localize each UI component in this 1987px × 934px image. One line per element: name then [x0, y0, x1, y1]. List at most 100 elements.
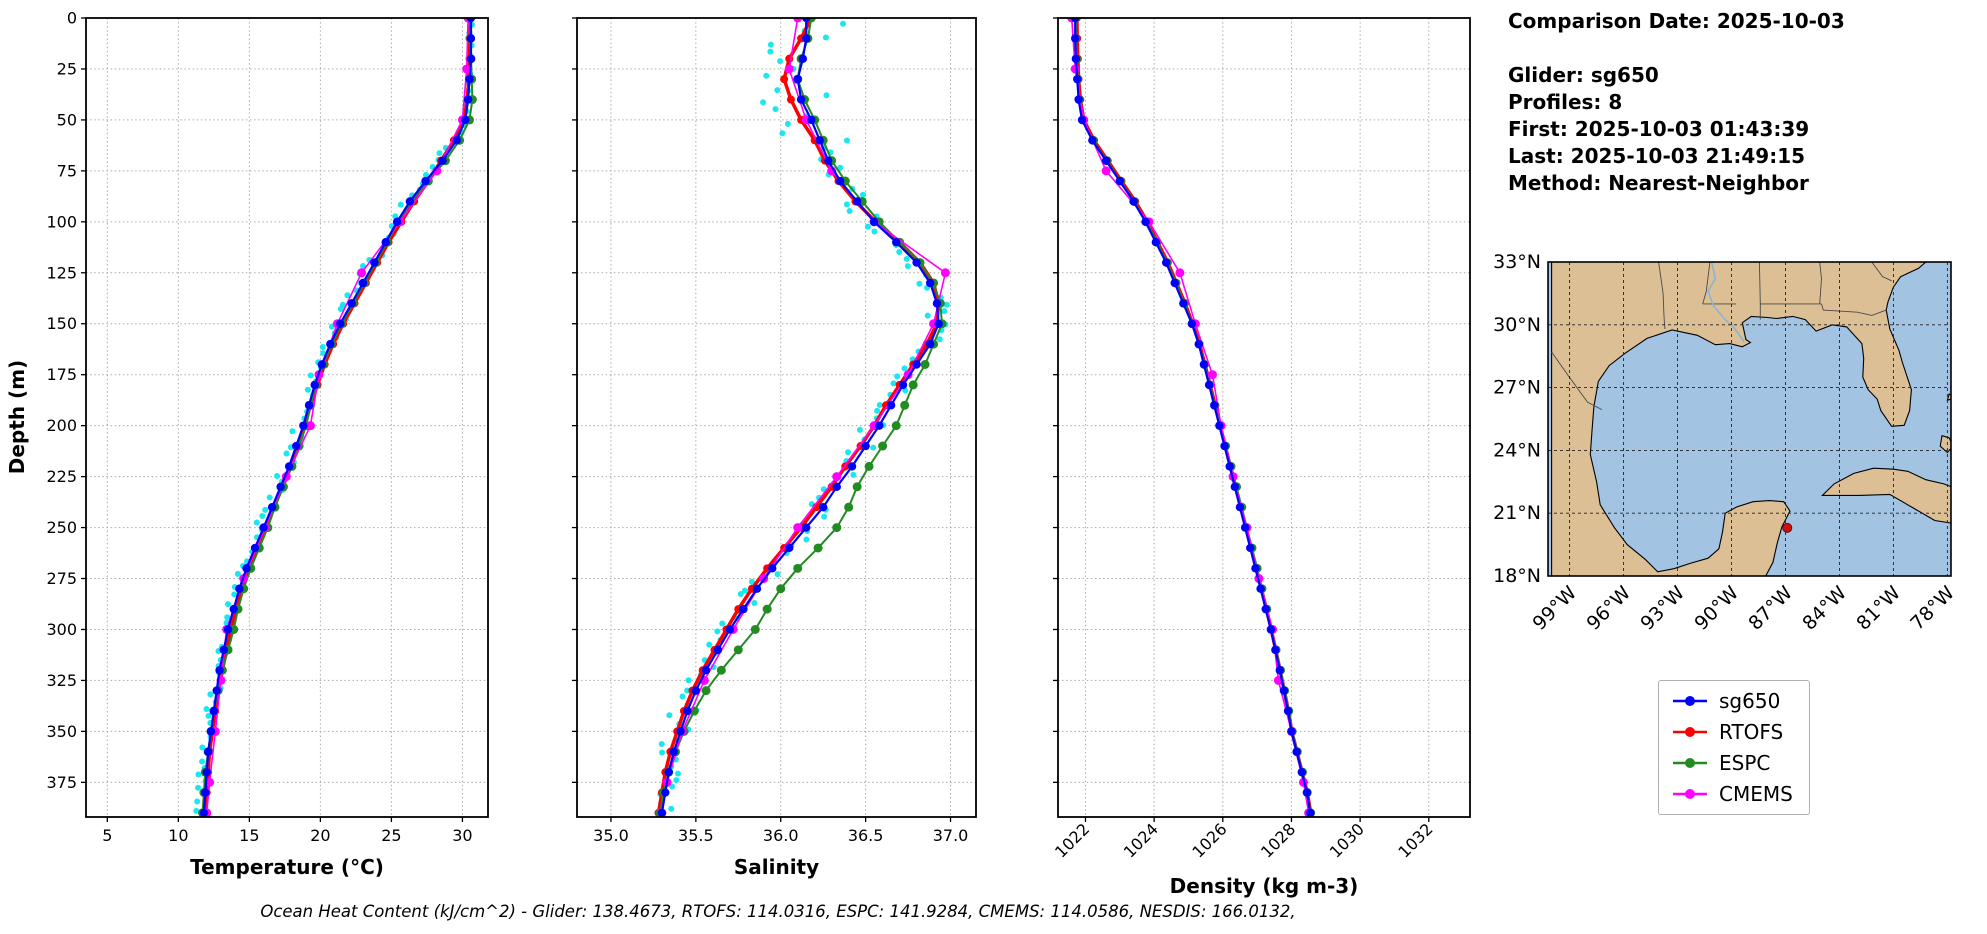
- plot-temperature: 5 10 15 20 25 3002550751001251501752002252502…: [46, 9, 489, 879]
- lon-label: 87°W: [1744, 582, 1797, 635]
- legend-label: sg650: [1719, 689, 1781, 713]
- state-border: [1551, 351, 1603, 411]
- lon-label: 96°W: [1582, 582, 1635, 635]
- legend-label: ESPC: [1719, 751, 1771, 775]
- series-ESPC-density: [1071, 18, 1316, 817]
- gulf-of-mexico-map: 33°N 30°N 27°N 24°N 21°N 18°N99°W 96°W 93°W 90°W…: [1493, 251, 1959, 635]
- svg-text:10: 10: [168, 826, 188, 845]
- lon-label: 99°W: [1528, 582, 1581, 635]
- legend-item-ESPC: ESPC: [1671, 751, 1793, 775]
- lat-label: 33°N: [1493, 251, 1541, 273]
- svg-text:25: 25: [57, 59, 77, 78]
- svg-text:350: 350: [46, 722, 77, 741]
- last-profile-time: Last: 2025-10-03 21:49:15: [1508, 144, 1806, 168]
- land-polygon-3: [1946, 392, 1951, 402]
- series-sg650-temperature: [199, 18, 476, 817]
- lon-label: 90°W: [1690, 582, 1743, 635]
- state-border: [1702, 262, 1711, 305]
- svg-text:1026: 1026: [1188, 819, 1230, 861]
- svg-text:50: 50: [57, 110, 77, 129]
- legend-marker-sg650: [1673, 696, 1707, 706]
- map-frame: [1547, 261, 1952, 577]
- legend-marker-ESPC: [1673, 758, 1707, 768]
- legend-marker-CMEMS: [1673, 789, 1707, 799]
- svg-text:20: 20: [310, 826, 330, 845]
- map-area: [1548, 262, 1951, 576]
- series-CMEMS-temperature: [202, 18, 473, 817]
- legend-item-CMEMS: CMEMS: [1671, 782, 1793, 806]
- state-border: [1819, 262, 1822, 304]
- glider-name: Glider: sg650: [1508, 63, 1659, 87]
- axis-title-density: Density (kg m-3): [1170, 874, 1359, 898]
- info-spacer: [1508, 35, 1845, 62]
- first-profile-time: First: 2025-10-03 01:43:39: [1508, 117, 1810, 141]
- lat-label: 24°N: [1493, 439, 1541, 461]
- land-polygon-1: [1821, 467, 1951, 524]
- ohc-caption: Ocean Heat Content (kJ/cm^2) - Glider: 1…: [260, 902, 1296, 921]
- svg-text:35.5: 35.5: [678, 826, 714, 845]
- svg-text:15: 15: [239, 826, 259, 845]
- grid-salinity: [577, 17, 976, 817]
- legend-item-sg650: sg650: [1671, 689, 1793, 713]
- svg-text:36.0: 36.0: [763, 826, 799, 845]
- lat-label: 21°N: [1493, 502, 1541, 524]
- land-polygon-2: [1939, 434, 1951, 454]
- comparison-date: Comparison Date: 2025-10-03: [1508, 9, 1845, 33]
- series-RTOFS-temperature: [201, 18, 474, 817]
- svg-text:1028: 1028: [1257, 819, 1299, 861]
- svg-text:36.5: 36.5: [848, 826, 884, 845]
- lat-label: 30°N: [1493, 314, 1541, 336]
- series-CMEMS-density: [1067, 18, 1314, 817]
- grid-temperature: [86, 17, 488, 817]
- series-ESPC-temperature: [197, 18, 477, 817]
- svg-text:100: 100: [46, 212, 77, 231]
- legend-marker-RTOFS: [1673, 727, 1707, 737]
- plot-salinity: 35.0 35.5 36.0 36.5 37.0 Salinity: [572, 17, 977, 879]
- svg-text:150: 150: [46, 314, 77, 333]
- lon-label: 78°W: [1906, 582, 1959, 635]
- svg-text:125: 125: [46, 263, 77, 282]
- legend-box: sg650 RTOFS ESPC CMEMS: [1658, 680, 1810, 815]
- glider-raw-scatter-temperature: [193, 18, 475, 814]
- svg-text:200: 200: [46, 416, 77, 435]
- legend-label: CMEMS: [1719, 782, 1793, 806]
- svg-text:75: 75: [57, 161, 77, 180]
- svg-text:37.0: 37.0: [933, 826, 969, 845]
- profiles-count: Profiles: 8: [1508, 90, 1623, 114]
- svg-text:1022: 1022: [1051, 819, 1093, 861]
- series-RTOFS-density: [1072, 18, 1315, 817]
- svg-text:35.0: 35.0: [593, 826, 629, 845]
- svg-text:0: 0: [67, 9, 77, 28]
- svg-text:1030: 1030: [1326, 819, 1368, 861]
- legend-item-RTOFS: RTOFS: [1671, 720, 1793, 744]
- series-ESPC-salinity: [655, 18, 947, 817]
- grid-density: [1058, 17, 1470, 817]
- svg-text:30: 30: [452, 826, 472, 845]
- lon-label: 93°W: [1636, 582, 1689, 635]
- series-sg650-salinity: [657, 18, 943, 817]
- svg-text:375: 375: [46, 773, 77, 792]
- river: [1707, 262, 1745, 342]
- depth-axis-label: Depth (m): [5, 360, 29, 474]
- svg-text:225: 225: [46, 467, 77, 486]
- lon-label: 81°W: [1852, 582, 1905, 635]
- axis-title-temperature: Temperature (°C): [190, 855, 384, 879]
- lat-label: 27°N: [1493, 377, 1541, 399]
- glider-raw-scatter-salinity: [657, 18, 950, 812]
- state-border: [1871, 262, 1892, 282]
- state-border: [1821, 303, 1887, 316]
- svg-text:1032: 1032: [1394, 819, 1436, 861]
- legend-label: RTOFS: [1719, 720, 1784, 744]
- info-panel: Comparison Date: 2025-10-03 Glider: sg65…: [1508, 8, 1845, 197]
- graticule: [1548, 262, 1951, 576]
- svg-text:5: 5: [102, 826, 112, 845]
- svg-text:325: 325: [46, 671, 77, 690]
- lat-label: 18°N: [1493, 565, 1541, 587]
- method: Method: Nearest-Neighbor: [1508, 171, 1809, 195]
- svg-text:1024: 1024: [1120, 819, 1162, 861]
- series-sg650-density: [1070, 18, 1315, 817]
- glider-position-dot: [1782, 522, 1793, 533]
- svg-text:175: 175: [46, 365, 77, 384]
